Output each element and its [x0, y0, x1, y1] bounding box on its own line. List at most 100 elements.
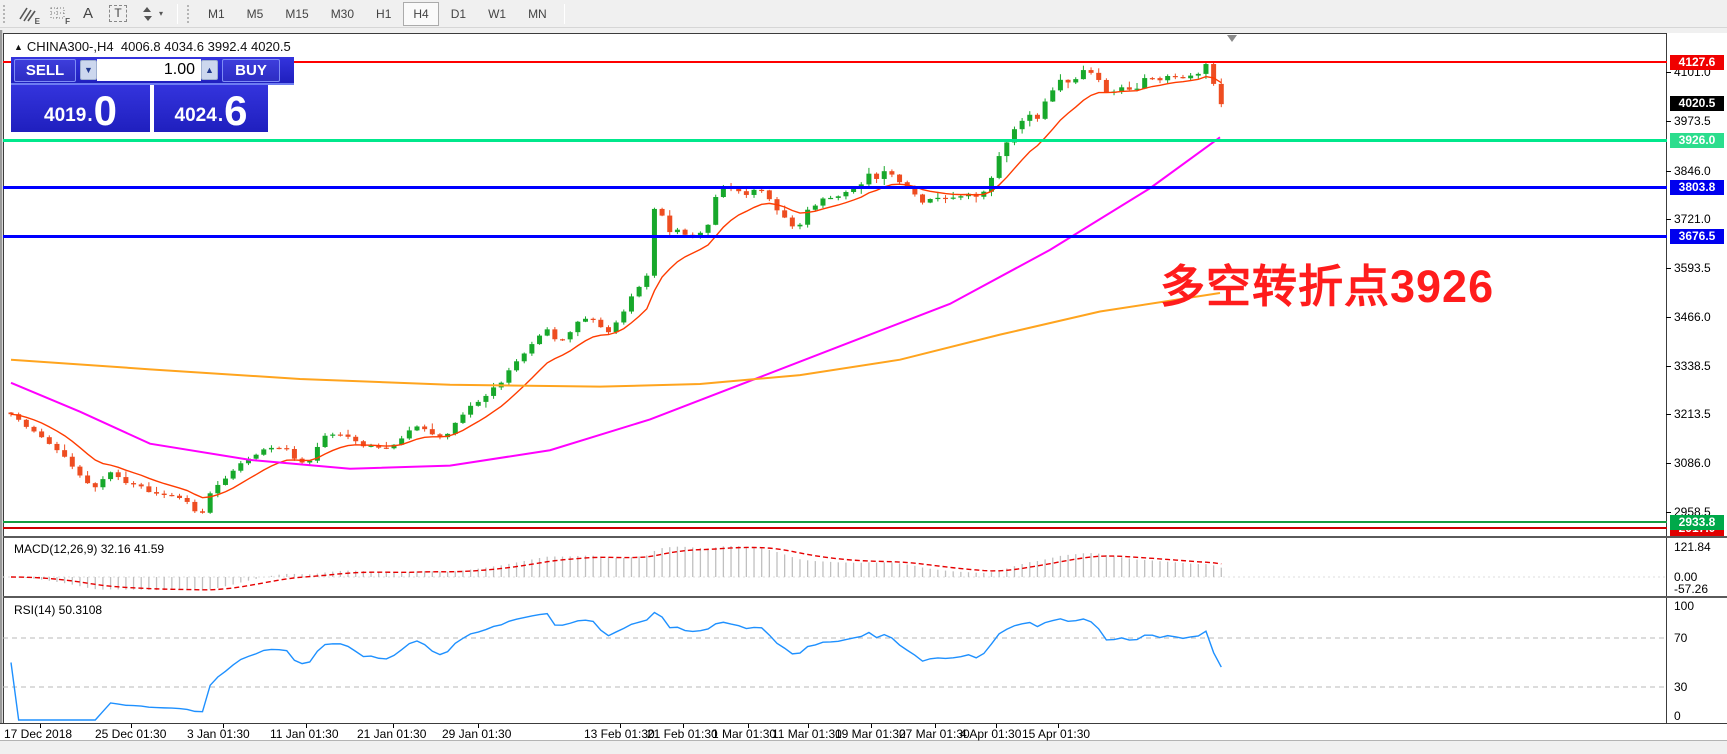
arrow-objects-icon[interactable]: ▾	[135, 3, 169, 25]
date-tick	[620, 724, 621, 728]
price-level-line-2933.8[interactable]	[3, 521, 1667, 523]
rsi-pane[interactable]	[3, 598, 1666, 723]
timeframe-mn[interactable]: MN	[528, 6, 547, 21]
date-tick	[223, 724, 224, 728]
date-label: 3 Jan 01:30	[187, 727, 250, 741]
rsi-line	[10, 611, 1222, 721]
dropdown-caret-icon: ▾	[158, 9, 163, 18]
date-label: 19 Mar 01:30	[835, 727, 906, 741]
ohlc-values: 4006.8 4034.6 3992.4 4020.5	[120, 39, 291, 54]
date-label: 25 Dec 01:30	[95, 727, 167, 741]
date-axis[interactable]	[0, 724, 1727, 740]
sell-button[interactable]: SELL	[14, 58, 76, 82]
date-label: 15 Apr 01:30	[1022, 727, 1091, 741]
axis-label-3721.0: 3721.0	[1674, 211, 1711, 226]
axis-price-chip-3676.5: 3676.5	[1670, 228, 1724, 244]
timeframe-m1[interactable]: M1	[208, 6, 225, 21]
text-label-icon[interactable]: A	[82, 5, 93, 22]
axis-label-3213.5: 3213.5	[1674, 407, 1711, 422]
axis-price-chip-2933.8: 2933.8	[1670, 515, 1724, 530]
rsi-axis-label: 70	[1674, 631, 1688, 645]
macd-pane[interactable]	[3, 538, 1666, 596]
date-tick	[808, 724, 809, 728]
volume-increase-button[interactable]: ▲	[201, 60, 218, 80]
date-tick	[1058, 724, 1059, 728]
annotation-text[interactable]: 多空转折点3926	[1160, 261, 1495, 312]
axis-label-3846.0: 3846.0	[1674, 163, 1711, 178]
timeframe-m15[interactable]: M15	[285, 6, 309, 21]
window-left-border	[0, 30, 3, 740]
buy-button[interactable]: BUY	[222, 58, 280, 82]
chart-bottom-border	[0, 723, 1727, 724]
volume-input[interactable]	[97, 59, 201, 81]
toolbar-separator	[177, 3, 178, 24]
date-label: 27 Mar 01:30	[899, 727, 970, 741]
date-label: 11 Mar 01:30	[772, 727, 842, 741]
chart-top-border	[3, 33, 1727, 34]
price-level-line-3803.8[interactable]	[3, 186, 1667, 189]
date-label: 29 Jan 01:30	[442, 727, 512, 741]
macd-title: MACD(12,26,9) 32.16 41.59	[14, 542, 165, 556]
price-chart[interactable]	[3, 33, 1666, 536]
axis-label-3338.5: 3338.5	[1674, 359, 1711, 374]
price-axis[interactable]: 4101.0 3973.5 3846.0 3721.0 3593.5 3466.0 3338…	[1666, 33, 1727, 723]
toolbar-drag-handle[interactable]	[187, 4, 193, 23]
textbox-icon[interactable]: T	[105, 3, 131, 25]
axis-label-3973.5: 3973.5	[1674, 114, 1711, 129]
axis-tick	[1666, 267, 1671, 269]
date-tick	[871, 724, 872, 728]
axis-price-chip-4127.6: 4127.6	[1670, 55, 1724, 70]
volume-group: ▼ ▲	[80, 59, 218, 81]
timeframe-h1[interactable]: H1	[376, 6, 392, 21]
macd-axis-label: -57.26	[1674, 582, 1709, 596]
timeframe-m30[interactable]: M30	[330, 6, 355, 21]
date-label: 1 Mar 01:30	[712, 727, 777, 741]
timeframe-d1[interactable]: D1	[450, 6, 467, 21]
fast-ema	[10, 75, 1222, 499]
date-label: 4 Apr 01:30	[960, 727, 1022, 741]
rsi-axis-label: 100	[1674, 599, 1695, 613]
current-price-chip: 4020.5	[1670, 96, 1724, 112]
draw-lines-icon[interactable]: E	[15, 3, 41, 26]
axis-label-3466.0: 3466.0	[1674, 309, 1711, 324]
date-label: 21 Jan 01:30	[357, 727, 427, 741]
slow-ma	[10, 292, 1221, 388]
date-tick	[748, 724, 749, 728]
rsi-title: RSI(14) 50.3108	[14, 603, 103, 617]
axis-tick	[1666, 316, 1671, 318]
date-label: 11 Jan 01:30	[270, 727, 339, 741]
price-level-line-3676.5[interactable]	[3, 235, 1667, 238]
rsi-axis-label: 0	[1674, 709, 1681, 723]
axis-tick	[1666, 218, 1671, 220]
date-tick	[393, 724, 394, 728]
date-tick	[40, 724, 41, 728]
sell-price[interactable]: 4019. 0	[11, 85, 150, 132]
toolbar-drag-handle[interactable]	[3, 4, 9, 23]
timeframe-h4[interactable]: H4	[403, 1, 439, 26]
timeframe-w1[interactable]: W1	[488, 6, 507, 21]
date-label: 21 Feb 01:30	[647, 727, 718, 741]
main-macd-separator[interactable]	[3, 536, 1727, 538]
timeframe-m5[interactable]: M5	[246, 6, 264, 21]
axis-price-chip-3926.0: 3926.0	[1670, 132, 1724, 148]
chart-shift-marker-icon[interactable]	[1227, 35, 1237, 42]
macd-signal-line	[10, 546, 1222, 591]
mid-ma	[10, 136, 1221, 470]
axis-tick	[1666, 366, 1671, 368]
volume-decrease-button[interactable]: ▼	[80, 60, 97, 80]
collapse-icon[interactable]: ▲	[14, 42, 23, 52]
price-level-line-4127.6[interactable]	[3, 61, 1667, 63]
axis-label-3086.0: 3086.0	[1674, 456, 1711, 471]
buy-price[interactable]: 4024. 6	[154, 85, 268, 132]
price-level-line-3926.0[interactable]	[3, 139, 1667, 142]
chart-title: ▲ CHINA300-,H4 4006.8 4034.6 3992.4 4020.…	[14, 39, 291, 54]
date-tick	[306, 724, 307, 728]
macd-histogram	[18, 546, 1222, 591]
chart-left-border	[3, 33, 4, 723]
price-level-line-2917.0[interactable]	[3, 527, 1667, 529]
grid-pattern-icon[interactable]: F	[45, 3, 71, 26]
axis-label-3593.5: 3593.5	[1674, 260, 1711, 275]
axis-tick	[1666, 72, 1671, 74]
macd-rsi-separator[interactable]	[3, 596, 1727, 598]
date-tick	[478, 724, 479, 728]
